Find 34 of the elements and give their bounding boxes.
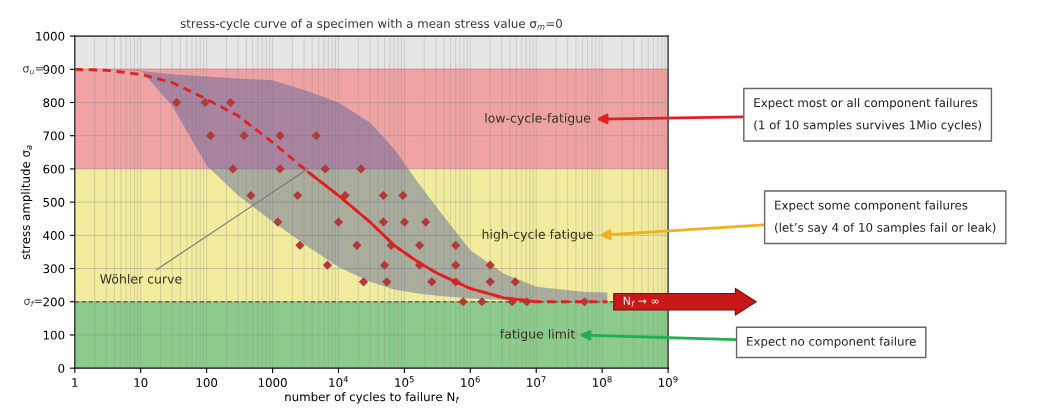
band-label: high-cycle fatigue <box>482 229 593 242</box>
x-axis-title: number of cycles to failure N$_{f}$ <box>285 392 460 404</box>
text: Expect no component failure <box>747 336 916 349</box>
ref-line-label: σ$_{u}$= <box>23 66 43 75</box>
y-tick-label: 700 <box>43 131 65 141</box>
x-tick-label: 1000 <box>258 378 287 388</box>
y-tick-label: 400 <box>43 231 65 240</box>
x-tick-label: 1 <box>72 378 78 387</box>
y-tick-label: 600 <box>43 164 65 174</box>
x-tick-label: 10 <box>134 378 148 388</box>
y-tick-label: 200 <box>43 297 65 307</box>
y-tick-label: 800 <box>43 98 65 108</box>
x-tick-label: 100 <box>196 378 218 388</box>
y-tick-label: 300 <box>43 264 65 274</box>
annotation: N$_{f}$ → ∞ <box>623 296 659 307</box>
text: Expect some component failures (let’s say 4 of 10 samples fail or leak) <box>775 200 996 235</box>
text: Expect most or all component failures (1 of 10 samples survives 1Mio cycles) <box>754 97 981 132</box>
band-label: fatigue limit <box>500 328 575 342</box>
x-tick-label: 10$^{5}$ <box>395 376 414 387</box>
y-axis-title: stress amplitude σ$_{a}$ <box>20 145 33 260</box>
x-tick-label: 10$^{6}$ <box>461 376 480 387</box>
ref-line-label: σ$_{f}$= <box>24 298 42 307</box>
annotation: Wöhler curve <box>100 273 182 284</box>
band-label: low-cycle-fatigue <box>485 113 591 126</box>
x-tick-label: 10$^{8}$ <box>593 376 612 387</box>
x-tick-label: 10$^{7}$ <box>527 376 546 387</box>
y-tick-label: 900 <box>43 65 65 74</box>
chart-title: stress-cycle curve of a specimen with a mean stress value σ$_{m}$=0 <box>180 18 562 31</box>
x-tick-label: 10$^{9}$ <box>658 376 678 387</box>
y-tick-label: 500 <box>43 197 65 207</box>
x-tick-label: 10$^{4}$ <box>329 376 349 387</box>
y-tick-label: 100 <box>43 330 65 340</box>
y-tick-label: 0 <box>58 363 65 373</box>
y-tick-label: 1000 <box>36 31 65 41</box>
